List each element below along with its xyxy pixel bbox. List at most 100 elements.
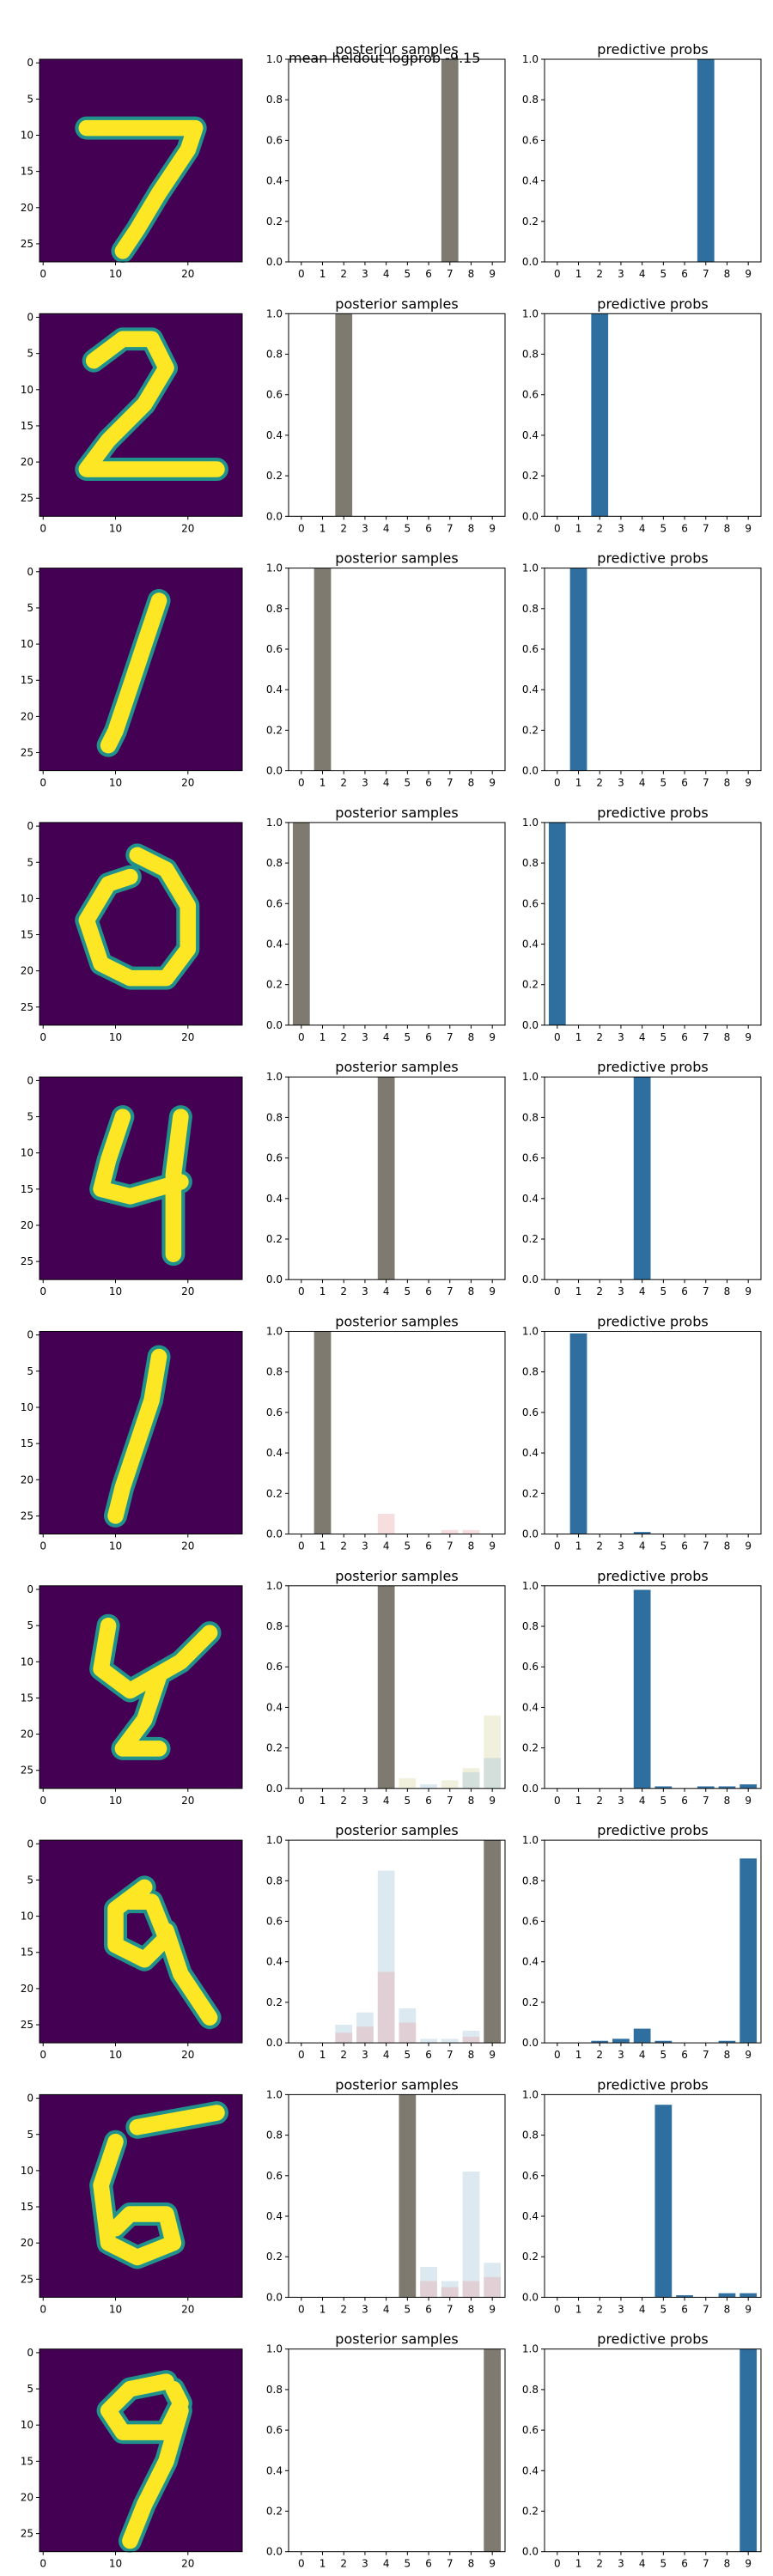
predictive-y-tick-label: 0.6 xyxy=(522,643,539,655)
predictive-y-tick-label: 0.4 xyxy=(522,2464,539,2476)
posterior-bar-2 xyxy=(335,313,353,517)
image-y-tick-label: 20 xyxy=(21,965,33,977)
image-x-tick-label: 0 xyxy=(40,2558,46,2570)
image-y-tick-label: 5 xyxy=(27,1619,33,1631)
predictive-x-tick-label: 4 xyxy=(639,1795,646,1807)
image-x-tick-label: 0 xyxy=(40,1031,46,1043)
posterior-x-tick-label: 6 xyxy=(425,1540,432,1552)
posterior-y-tick-label: 0.6 xyxy=(266,2170,283,2182)
predictive-x-tick-label: 1 xyxy=(575,777,582,789)
digit-image-panel: 0 10 20 0 5 10 15 20 25 xyxy=(21,312,243,534)
posterior-x-tick-label: 1 xyxy=(320,2558,326,2570)
posterior-sample-bar xyxy=(441,1529,459,1534)
posterior-x-tick-label: 8 xyxy=(468,1795,475,1807)
image-x-tick-label: 0 xyxy=(40,2303,46,2315)
posterior-y-tick-label: 1.0 xyxy=(266,562,283,574)
posterior-x-tick-label: 4 xyxy=(383,268,390,280)
predictive-x-tick-label: 6 xyxy=(681,1795,688,1807)
posterior-bar-7 xyxy=(441,59,459,262)
predictive-x-tick-label: 3 xyxy=(618,268,624,280)
posterior-y-tick-label: 1.0 xyxy=(266,817,283,829)
predictive-x-tick-label: 2 xyxy=(596,1285,603,1297)
posterior-x-tick-label: 7 xyxy=(447,1285,453,1297)
image-y-tick-label: 20 xyxy=(21,456,33,468)
posterior-y-tick-label: 1.0 xyxy=(266,1071,283,1083)
posterior-samples-chart: posterior samples 0 1 2 3 4 5 6 7 8 9 0.0 0.2 0.4 0.6 0… xyxy=(266,295,506,534)
predictive-title: predictive probs xyxy=(597,295,708,312)
predictive-x-tick-label: 4 xyxy=(639,2049,646,2061)
predictive-x-tick-label: 3 xyxy=(618,1031,624,1043)
image-y-tick-label: 15 xyxy=(21,674,33,686)
image-y-tick-label: 0 xyxy=(27,312,33,324)
predictive-title: predictive probs xyxy=(597,2331,708,2348)
digit-stroke xyxy=(78,119,204,259)
image-y-tick-label: 20 xyxy=(21,202,33,214)
predictive-x-tick-label: 0 xyxy=(554,268,561,280)
predictive-probs-chart: predictive probs 0 1 2 3 4 5 6 7 8 9 0.0 0.2 0.4 0.6 0.… xyxy=(522,805,762,1043)
predictive-probs-chart: predictive probs 0 1 2 3 4 5 6 7 8 9 0.0 0.2 0.4 0.6 0.… xyxy=(522,2331,762,2570)
predictive-x-tick-label: 5 xyxy=(660,2303,667,2315)
posterior-y-tick-label: 0.4 xyxy=(266,2464,283,2476)
posterior-x-tick-label: 4 xyxy=(383,1795,390,1807)
predictive-y-tick-label: 0.8 xyxy=(522,94,539,106)
predictive-bar-4 xyxy=(633,1589,651,1789)
posterior-samples-chart: posterior samples 0 1 2 3 4 5 6 7 8 9 0.0 0.2 0.4 0.6 0… xyxy=(266,41,506,280)
posterior-y-tick-label: 0.0 xyxy=(266,765,283,777)
image-x-tick-label: 20 xyxy=(181,2049,194,2061)
posterior-x-tick-label: 0 xyxy=(298,1540,305,1552)
posterior-x-tick-label: 1 xyxy=(320,522,326,534)
predictive-bar-5 xyxy=(654,2040,673,2044)
predictive-x-tick-label: 1 xyxy=(575,522,582,534)
predictive-y-tick-label: 0.2 xyxy=(522,1996,539,2008)
predictive-x-tick-label: 9 xyxy=(745,2049,752,2061)
posterior-y-tick-label: 0.8 xyxy=(266,603,283,615)
posterior-frame xyxy=(288,313,506,517)
posterior-y-tick-label: 0.4 xyxy=(266,1193,283,1205)
posterior-y-tick-label: 0.6 xyxy=(266,389,283,401)
predictive-y-tick-label: 0.4 xyxy=(522,1956,539,1968)
predictive-x-tick-label: 0 xyxy=(554,2049,561,2061)
predictive-y-tick-label: 1.0 xyxy=(522,1834,539,1846)
predictive-x-tick-label: 8 xyxy=(724,2558,731,2570)
posterior-x-tick-label: 6 xyxy=(425,1031,432,1043)
digit-stroke xyxy=(93,1617,218,1757)
posterior-x-tick-label: 9 xyxy=(489,522,496,534)
posterior-x-tick-label: 9 xyxy=(489,2049,496,2061)
image-y-tick-label: 25 xyxy=(21,747,33,759)
posterior-sample-bar xyxy=(462,2281,480,2298)
predictive-y-tick-label: 1.0 xyxy=(522,53,539,65)
posterior-x-tick-label: 1 xyxy=(320,2049,326,2061)
posterior-x-tick-label: 8 xyxy=(468,2049,475,2061)
predictive-bar-0 xyxy=(548,822,566,1025)
posterior-sample-bar xyxy=(377,1870,395,2044)
image-y-tick-label: 0 xyxy=(27,1329,33,1341)
predictive-y-tick-label: 0.0 xyxy=(522,2546,539,2558)
posterior-x-tick-label: 6 xyxy=(425,2303,432,2315)
digit-image-panel: 0 10 20 0 5 10 15 20 25 xyxy=(21,57,243,280)
image-y-tick-label: 25 xyxy=(21,1001,33,1013)
predictive-x-tick-label: 8 xyxy=(724,1285,731,1297)
digit-stroke xyxy=(78,331,225,477)
posterior-title: posterior samples xyxy=(335,295,458,312)
posterior-x-tick-label: 3 xyxy=(362,1795,368,1807)
posterior-x-tick-label: 5 xyxy=(405,268,411,280)
image-frame xyxy=(39,58,243,263)
posterior-x-tick-label: 6 xyxy=(425,1795,432,1807)
predictive-x-tick-label: 3 xyxy=(618,2049,624,2061)
posterior-x-tick-label: 7 xyxy=(447,2558,453,2570)
predictive-frame xyxy=(544,568,762,772)
posterior-sample-bar xyxy=(441,2281,459,2298)
posterior-y-tick-label: 0.2 xyxy=(266,724,283,736)
posterior-x-tick-label: 7 xyxy=(447,2049,453,2061)
predictive-y-tick-label: 1.0 xyxy=(522,307,539,319)
image-y-tick-label: 0 xyxy=(27,57,33,69)
posterior-x-tick-label: 2 xyxy=(340,522,347,534)
image-x-tick-label: 20 xyxy=(181,522,194,534)
posterior-sample-bar xyxy=(420,2267,437,2298)
predictive-probs-chart: predictive probs 0 1 2 3 4 5 6 7 8 9 0.0 0.2 0.4 0.6 0.… xyxy=(522,1568,762,1807)
posterior-x-tick-label: 0 xyxy=(298,2303,305,2315)
image-y-tick-label: 20 xyxy=(21,1728,33,1741)
image-y-tick-label: 0 xyxy=(27,1074,33,1086)
image-y-tick-label: 20 xyxy=(21,2237,33,2249)
